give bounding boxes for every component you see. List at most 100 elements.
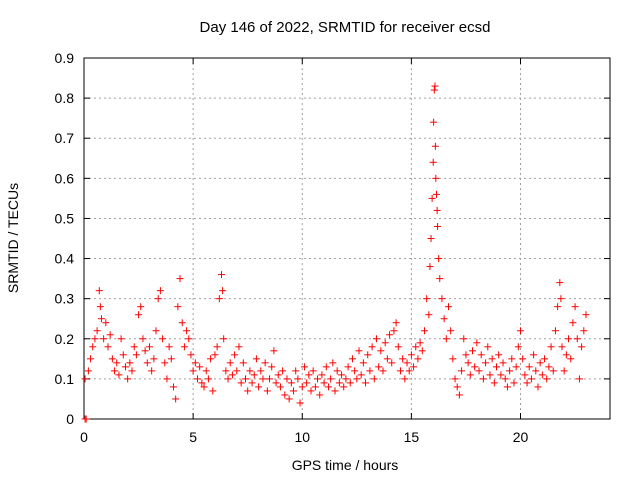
data-point [558, 343, 566, 351]
data-point [414, 355, 422, 363]
data-point [119, 351, 127, 359]
data-point [426, 263, 434, 271]
data-point [547, 343, 555, 351]
data-point [486, 371, 494, 379]
data-point [449, 355, 457, 363]
data-point [412, 343, 420, 351]
data-point [135, 311, 143, 319]
data-point [283, 375, 291, 383]
data-point [176, 275, 184, 283]
data-point [161, 359, 169, 367]
data-point [117, 335, 125, 343]
data-point [287, 379, 295, 387]
data-point [290, 387, 298, 395]
data-point [453, 383, 461, 391]
data-point [394, 343, 402, 351]
data-point [193, 375, 201, 383]
y-tick-label: 0.4 [55, 251, 75, 267]
data-point [429, 158, 437, 166]
data-point [473, 339, 481, 347]
data-point [148, 367, 156, 375]
data-point [497, 371, 505, 379]
data-point [451, 375, 459, 383]
data-point [318, 371, 326, 379]
data-point [87, 355, 95, 363]
data-point [501, 375, 509, 383]
data-point [237, 379, 245, 387]
x-tick-label: 20 [513, 429, 529, 445]
data-point [257, 367, 265, 375]
data-point [224, 375, 232, 383]
data-point [81, 375, 89, 383]
data-point [189, 367, 197, 375]
data-point [430, 118, 438, 126]
data-point [442, 335, 450, 343]
data-point [573, 335, 581, 343]
data-point [244, 387, 252, 395]
data-point [97, 315, 105, 323]
data-point [226, 359, 234, 367]
data-point [435, 255, 443, 263]
data-point [215, 295, 223, 303]
data-point [527, 375, 535, 383]
data-point [420, 327, 428, 335]
data-point [111, 367, 119, 375]
data-point [248, 379, 256, 387]
data-point [106, 331, 114, 339]
data-point [296, 399, 304, 407]
data-point [329, 359, 337, 367]
data-point [396, 367, 404, 375]
data-point [499, 359, 507, 367]
data-point [348, 355, 356, 363]
data-point [222, 367, 230, 375]
data-point [292, 367, 300, 375]
x-tick-label: 15 [404, 429, 420, 445]
data-point [84, 367, 92, 375]
data-point [377, 347, 385, 355]
chart-title: Day 146 of 2022, SRMTID for receiver ecs… [200, 19, 491, 36]
data-point [163, 375, 171, 383]
data-point [180, 343, 188, 351]
data-point [560, 367, 568, 375]
data-point [211, 351, 219, 359]
data-point [477, 351, 485, 359]
data-point [344, 363, 352, 371]
data-point [96, 303, 104, 311]
data-point [285, 395, 293, 403]
data-point [392, 319, 400, 327]
data-point [379, 367, 387, 375]
data-point [311, 383, 319, 391]
data-point [150, 355, 158, 363]
data-point [512, 363, 520, 371]
data-point [152, 327, 160, 335]
data-point [327, 375, 335, 383]
data-point [139, 335, 147, 343]
data-point [132, 351, 140, 359]
data-point [324, 383, 332, 391]
data-point [218, 271, 226, 279]
data-point [569, 319, 577, 327]
data-point [154, 295, 162, 303]
data-point [191, 359, 199, 367]
data-point [276, 383, 284, 391]
data-point [108, 355, 116, 363]
y-tick-label: 0.5 [55, 210, 75, 226]
data-point [484, 343, 492, 351]
data-point [508, 355, 516, 363]
data-points [81, 82, 590, 423]
data-point [455, 391, 463, 399]
x-axis-label: GPS time / hours [292, 457, 399, 473]
data-point [333, 367, 341, 375]
data-point [493, 363, 501, 371]
data-point [183, 327, 191, 335]
data-point [274, 371, 282, 379]
data-point [204, 375, 212, 383]
data-point [187, 351, 195, 359]
data-point [340, 383, 348, 391]
data-point [541, 355, 549, 363]
data-point [272, 379, 280, 387]
data-point [364, 351, 372, 359]
data-point [141, 347, 149, 355]
data-point [418, 347, 426, 355]
